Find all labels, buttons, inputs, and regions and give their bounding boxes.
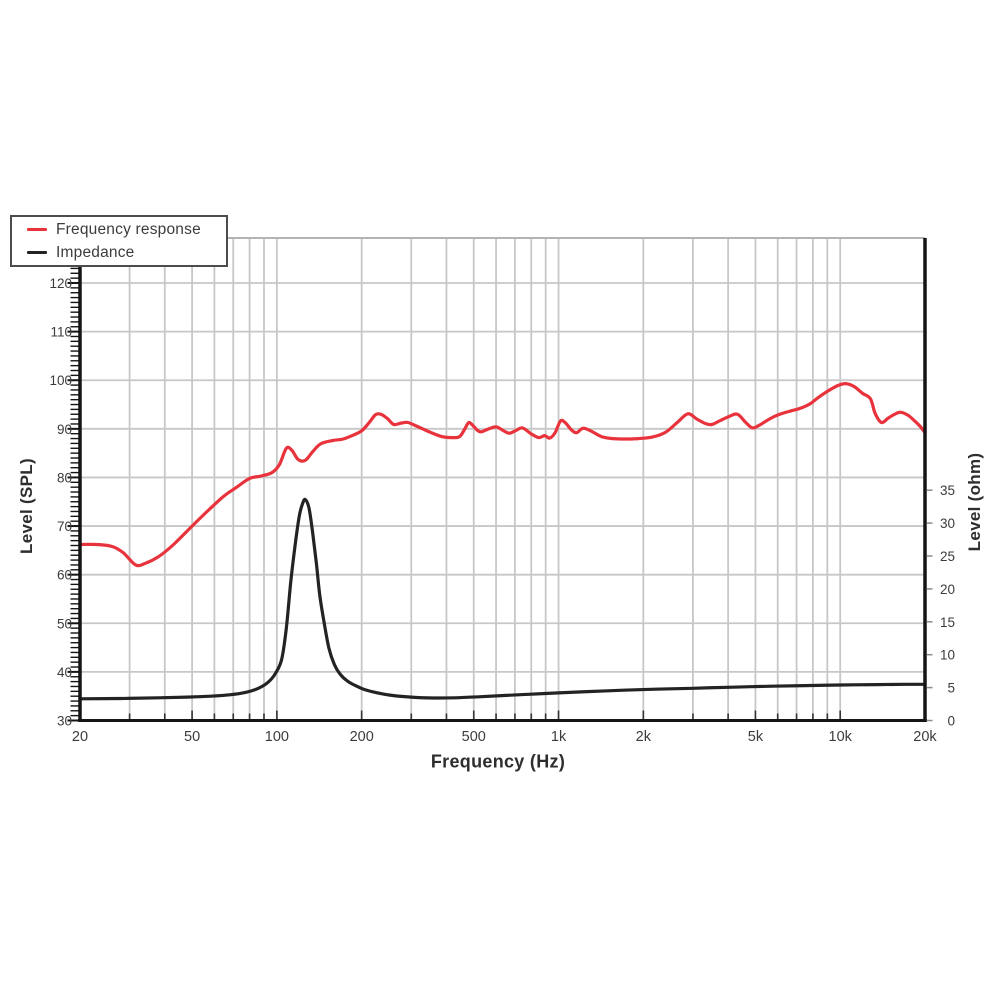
x-tick-label: 10k <box>829 729 853 745</box>
y-right-tick-label: 15 <box>940 615 955 630</box>
x-tick-label: 200 <box>350 729 374 745</box>
x-tick-label: 500 <box>462 729 486 745</box>
y-left-tick-label: 90 <box>57 422 72 437</box>
legend: Frequency response Impedance <box>10 215 228 267</box>
frequency-response-line-swatch <box>27 227 47 232</box>
y-left-tick-label: 110 <box>50 325 72 340</box>
y-right-tick-label: 10 <box>940 648 955 663</box>
x-axis-title: Frequency (Hz) <box>430 751 566 772</box>
series-curve-frequency-response <box>78 381 927 568</box>
y-right-tick-label: 25 <box>940 549 955 564</box>
y-left-tick-label: 40 <box>57 665 72 680</box>
y-left-tick-label: 70 <box>57 519 72 534</box>
legend-item-impedance: Impedance <box>27 244 226 262</box>
x-tick-label: 100 <box>265 729 289 745</box>
legend-item-frequency-response: Frequency response <box>27 221 226 239</box>
y-right-axis-title: Level (ohm) <box>965 452 984 552</box>
x-tick-label: 2k <box>636 729 652 745</box>
x-tick-label: 20 <box>72 729 88 745</box>
y-left-tick-label: 50 <box>57 616 72 631</box>
legend-label-impedance: Impedance <box>56 243 135 261</box>
impedance-line-swatch <box>27 250 47 255</box>
x-tick-label: 20k <box>913 729 937 745</box>
x-tick-label: 50 <box>184 729 200 745</box>
legend-label-frequency-response: Frequency response <box>56 220 201 238</box>
y-right-tick-label: 0 <box>947 714 955 729</box>
x-tick-label: 1k <box>551 729 567 745</box>
y-left-tick-label: 60 <box>57 568 72 583</box>
series-curve-impedance <box>78 497 927 701</box>
y-right-tick-label: 5 <box>947 681 955 696</box>
y-left-axis-title: Level (SPL) <box>17 458 36 554</box>
y-right-tick-label: 20 <box>940 582 955 597</box>
y-left-tick-label: 120 <box>49 276 72 291</box>
y-right-tick-label: 30 <box>940 516 955 531</box>
x-tick-label: 5k <box>748 729 764 745</box>
y-left-tick-label: 30 <box>57 714 72 729</box>
y-right-tick-label: 35 <box>940 483 955 498</box>
y-left-tick-label: 100 <box>49 373 72 388</box>
y-left-tick-label: 80 <box>57 470 72 485</box>
